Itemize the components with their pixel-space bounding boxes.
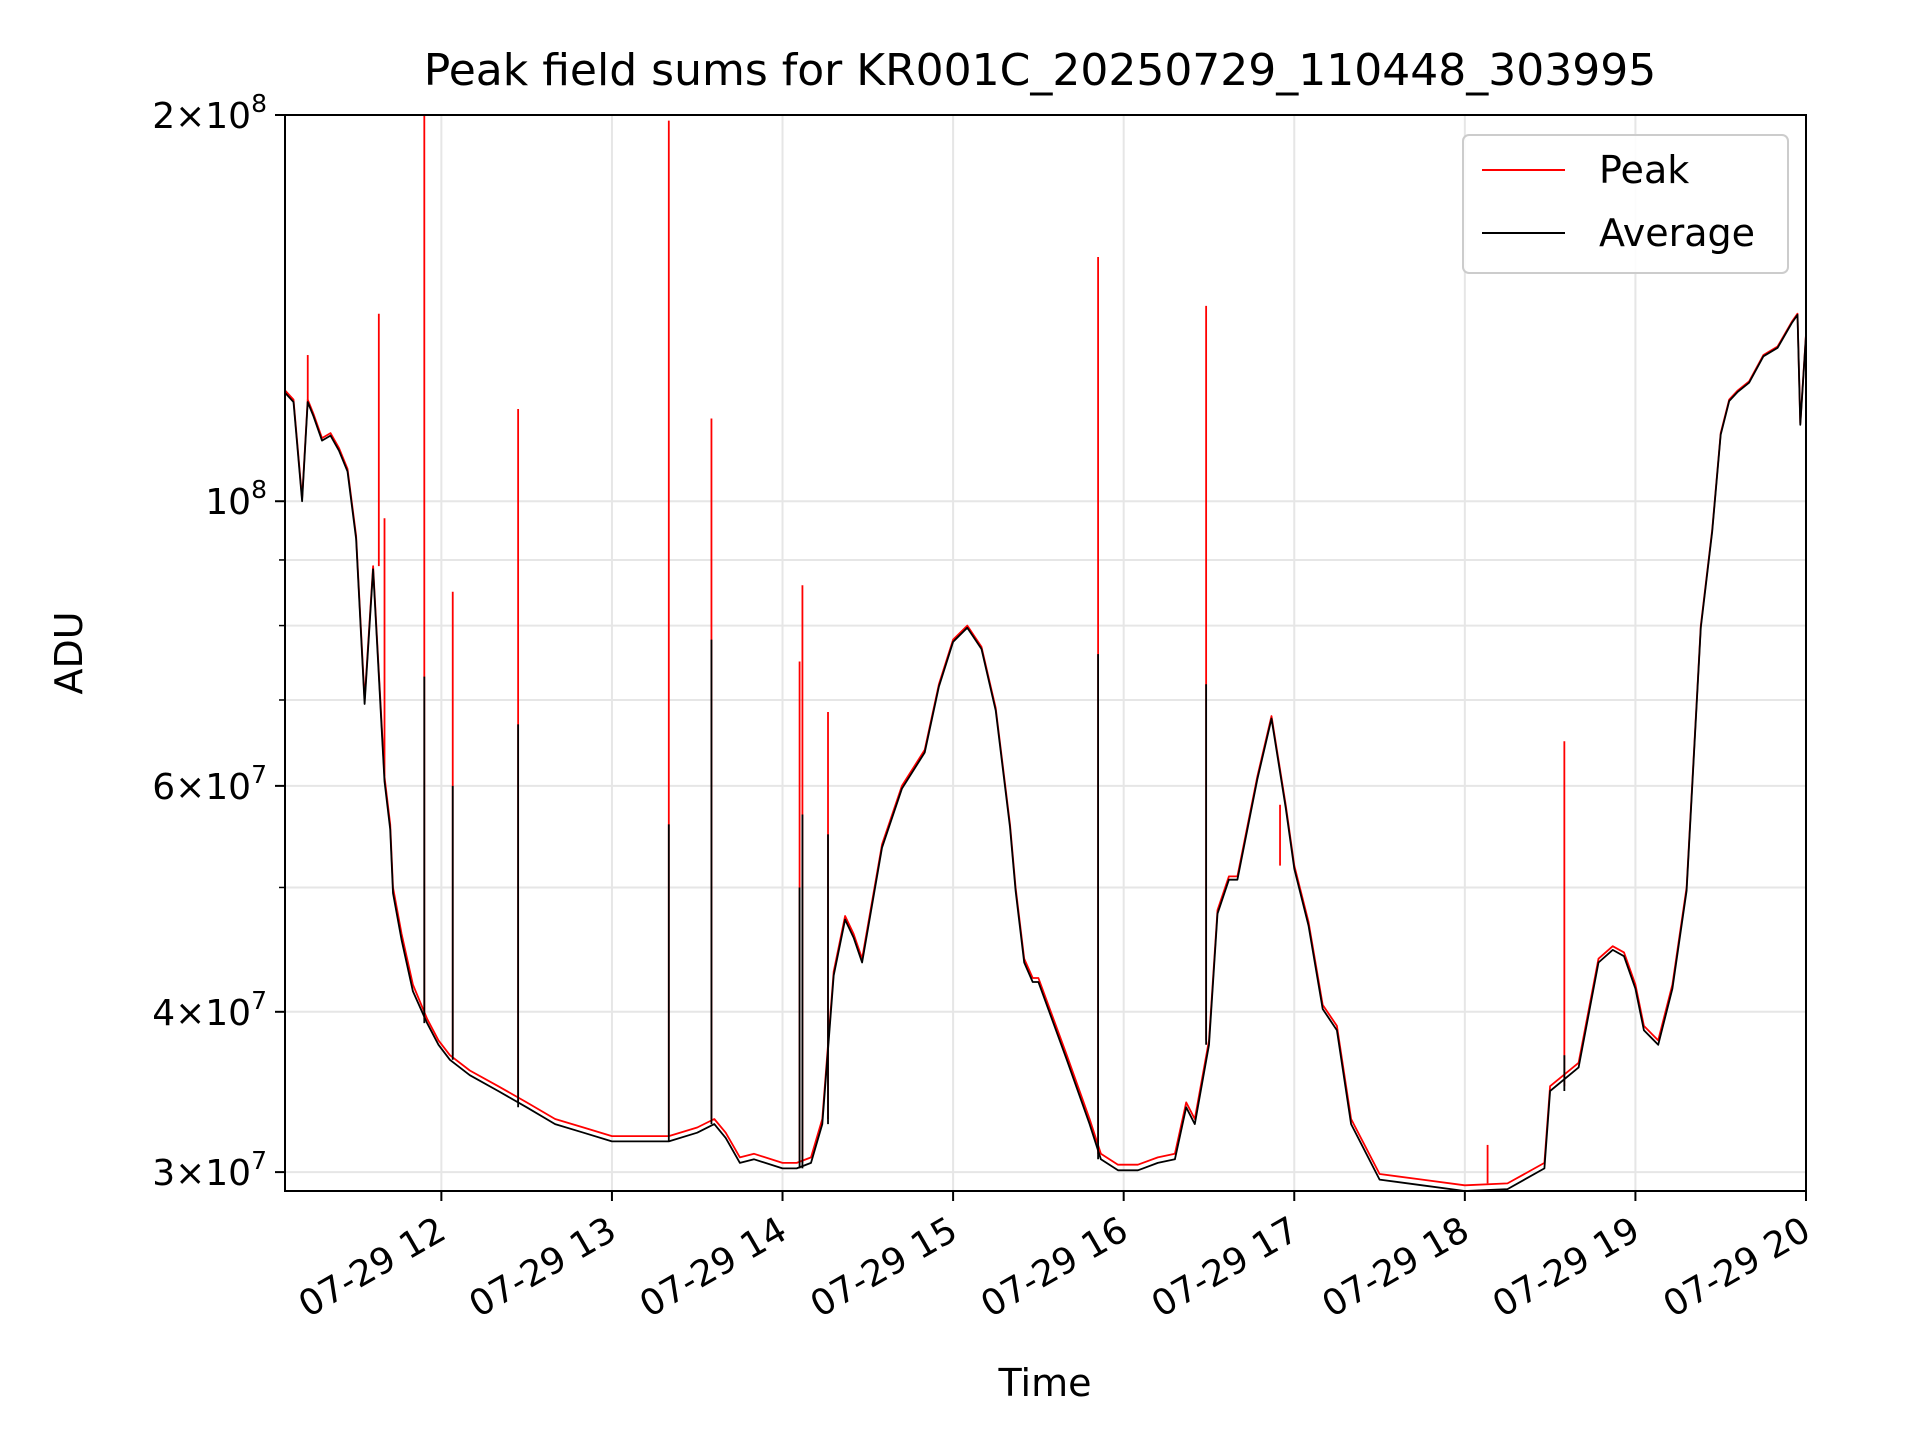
- y-tick-label: 6×107: [152, 760, 267, 808]
- y-tick-label: 4×107: [152, 986, 267, 1034]
- y-tick-label: 3×107: [152, 1146, 267, 1194]
- legend: Peak Average: [1462, 134, 1789, 274]
- x-axis-label: Time: [998, 1361, 1092, 1405]
- series-layer: [284, 115, 1807, 1192]
- chart-title: Peak field sums for KR001C_20250729_1104…: [424, 45, 1656, 96]
- y-axis-label: ADU: [47, 611, 91, 694]
- legend-peak-label: Peak: [1599, 148, 1689, 192]
- plot-frame: [284, 114, 1807, 1192]
- series-average: [284, 314, 1807, 1192]
- legend-average-label: Average: [1599, 211, 1755, 255]
- y-tick-label: 2×108: [152, 89, 267, 137]
